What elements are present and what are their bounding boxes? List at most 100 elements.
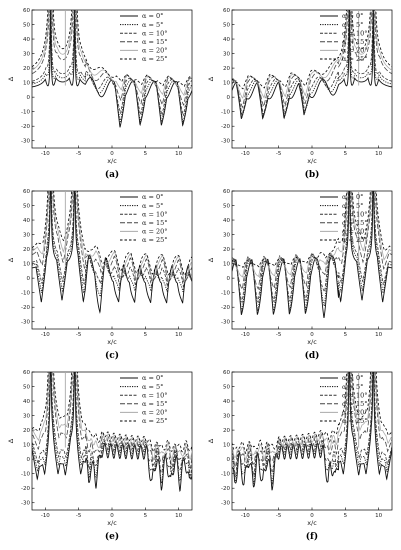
y-tick-label: 30 [223,233,230,239]
plot-frame [231,371,393,511]
series-line-1 [32,10,192,124]
panel-label: (e) [105,531,119,542]
y-tick-label: 60 [223,370,230,376]
y-tick-label: -20 [21,124,30,130]
x-tick-label: -10 [241,151,250,157]
y-tick-label: -30 [21,501,30,507]
series-line-1 [232,372,392,485]
legend-label: α = 5° [342,202,363,210]
x-axis-label: x/c [307,519,317,527]
y-tick-label: -30 [221,139,230,145]
legend-label: α = 10° [342,29,368,37]
legend-label: α = 5° [142,21,163,29]
y-tick-label: 60 [23,370,30,376]
chart-panel-f: -30 -20 -10 0 10 20 30 40 50 60 -10 -5 0 5 10 x/c Δ (f) α … [207,370,393,542]
x-tick-label: -5 [76,332,82,338]
x-tick-label: 0 [110,151,114,157]
series-line-3 [32,191,192,284]
x-axis-label: x/c [307,338,317,346]
legend-label: α = 20° [342,409,368,417]
y-tick-label: 50 [23,385,30,391]
x-tick-label: -5 [276,513,282,519]
x-tick-label: -10 [241,513,250,519]
y-tick-label: 30 [223,52,230,58]
y-tick-label: 60 [223,8,230,14]
legend-label: α = 10° [142,391,168,399]
x-tick-label: 5 [344,513,348,519]
y-tick-label: 50 [223,23,230,29]
y-tick-label: 20 [23,66,30,72]
legend-label: α = 25° [142,417,168,425]
y-tick-label: -30 [21,139,30,145]
y-tick-label: 10 [223,81,230,87]
x-tick-label: 10 [175,513,182,519]
y-tick-label: 40 [23,399,30,405]
series-line-5 [32,191,192,276]
x-tick-label: 10 [175,151,182,157]
legend-label: α = 5° [342,383,363,391]
legend-label: α = 15° [142,400,168,408]
series-line-3 [232,10,392,109]
x-tick-label: 5 [144,513,148,519]
x-tick-label: -5 [76,513,82,519]
y-tick-label: 40 [23,37,30,43]
y-tick-label: 10 [23,81,30,87]
y-axis-label: Δ [207,257,215,262]
series-line-5 [232,191,392,269]
y-tick-label: -10 [221,472,230,478]
series-line-2 [32,372,192,477]
series-line-3 [232,191,392,291]
legend-label: α = 20° [142,47,168,55]
panel-label: (c) [105,350,119,361]
legend-label: α = 0° [142,12,163,20]
y-tick-label: 10 [23,262,30,268]
plot-frame [31,190,193,330]
legend-label: α = 0° [342,12,363,20]
y-tick-label: -10 [21,110,30,116]
x-tick-label: 10 [375,151,382,157]
x-tick-label: 5 [344,151,348,157]
x-tick-label: 10 [175,332,182,338]
y-tick-label: 10 [223,443,230,449]
x-axis-label: x/c [107,338,117,346]
series-line-1 [232,10,392,120]
legend-label: α = 10° [142,210,168,218]
y-tick-label: -20 [221,124,230,130]
series-line-5 [32,372,192,453]
x-tick-label: 10 [375,513,382,519]
y-tick-label: -30 [21,320,30,326]
y-tick-label: 20 [223,247,230,253]
series-line-1 [32,191,192,299]
series-line-4 [32,372,192,462]
series-line-2 [232,10,392,117]
legend-label: α = 25° [142,55,168,63]
y-tick-label: 30 [23,233,30,239]
y-tick-label: 10 [23,443,30,449]
legend-label: α = 10° [142,29,168,37]
y-tick-label: 60 [23,8,30,14]
legend-label: α = 5° [142,202,163,210]
x-tick-label: 0 [110,513,114,519]
panel-label: (b) [305,169,320,180]
y-axis-label: Δ [7,438,15,443]
y-tick-label: 30 [23,414,30,420]
x-tick-label: -5 [276,332,282,338]
series-line-2 [32,10,192,117]
legend-label: α = 5° [142,383,163,391]
chart-panel-d: -30 -20 -10 0 10 20 30 40 50 60 -10 -5 0 5 10 x/c Δ (d) α … [207,189,393,361]
legend-label: α = 25° [342,236,368,244]
y-tick-label: 20 [23,247,30,253]
y-tick-label: 0 [27,276,31,282]
y-tick-label: 40 [23,218,30,224]
y-tick-label: 20 [223,66,230,72]
series-line-4 [32,191,192,282]
x-tick-label: 0 [310,151,314,157]
series-line-5 [32,10,192,87]
x-tick-label: -10 [41,332,50,338]
legend-label: α = 10° [342,210,368,218]
legend-label: α = 25° [342,417,368,425]
x-axis-label: x/c [307,157,317,165]
y-tick-label: -10 [21,291,30,297]
legend-label: α = 10° [342,391,368,399]
y-axis-label: Δ [207,76,215,81]
